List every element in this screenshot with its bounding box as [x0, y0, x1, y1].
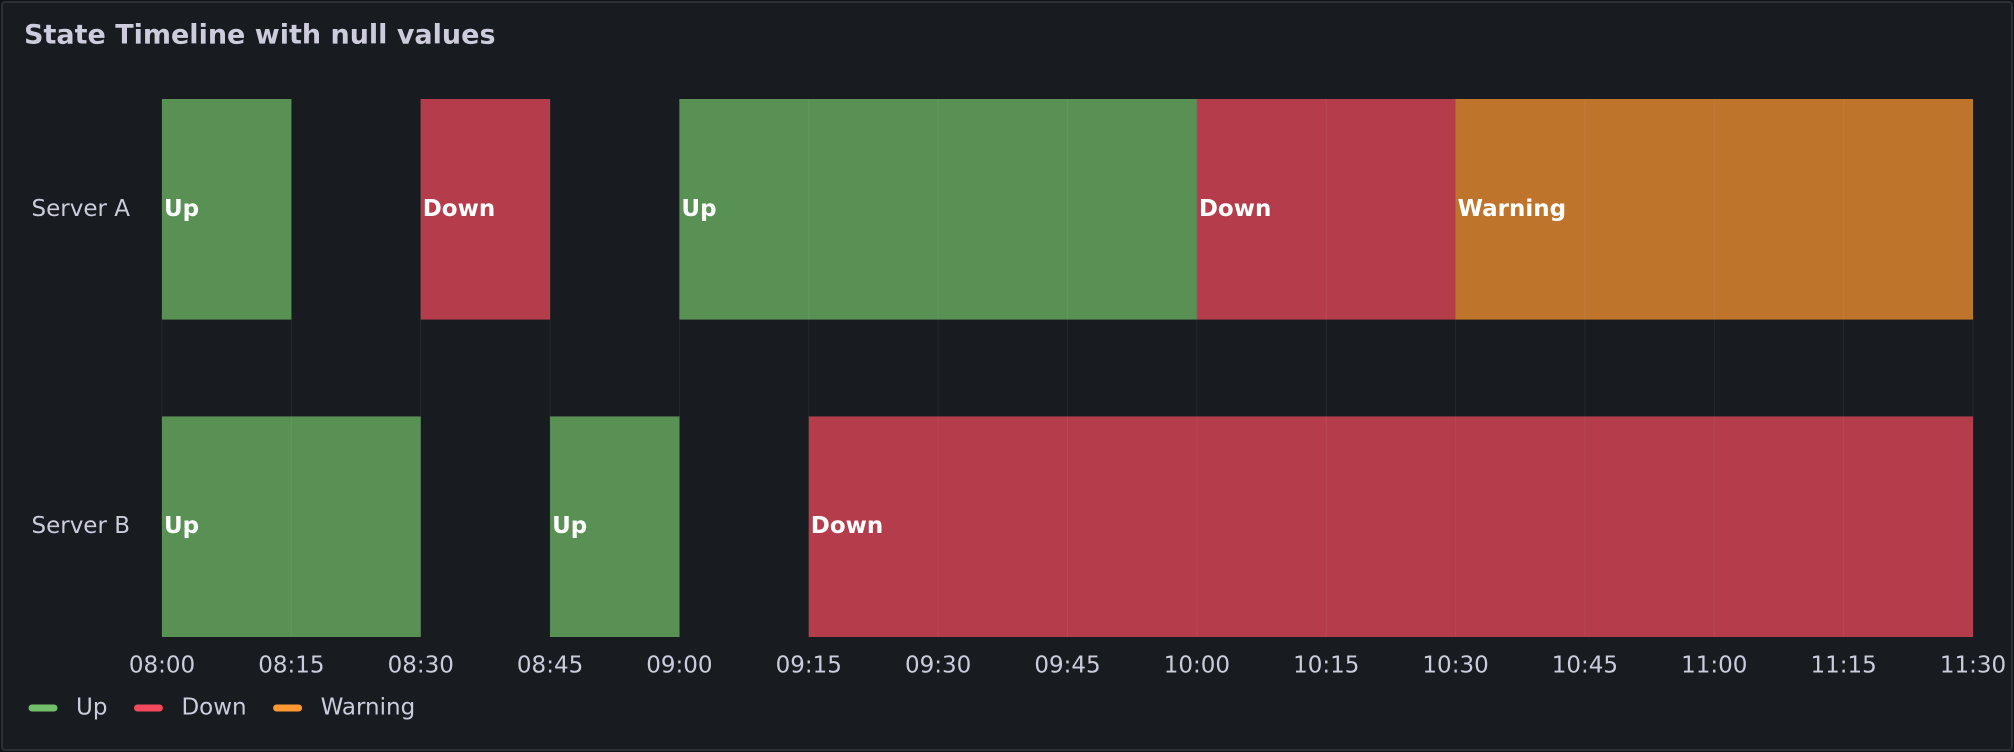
x-tick-label: 08:30 — [388, 653, 454, 679]
state-bar — [679, 99, 1197, 320]
state-bar — [1455, 99, 1973, 320]
state-label: Down — [1199, 196, 1272, 222]
state-label: Down — [811, 513, 884, 539]
state-label: Up — [552, 513, 587, 539]
state-label: Warning — [1458, 196, 1567, 222]
state-label: Up — [681, 196, 716, 222]
x-tick-label: 11:00 — [1681, 653, 1747, 679]
chart-title: State Timeline with null values — [24, 20, 496, 51]
legend-label: Warning — [321, 695, 416, 721]
row-label: Server A — [32, 196, 131, 222]
x-tick-label: 08:45 — [517, 653, 583, 679]
x-tick-label: 11:15 — [1810, 653, 1876, 679]
state-label: Up — [164, 196, 199, 222]
x-tick-label: 10:30 — [1422, 653, 1488, 679]
state-bar — [420, 99, 551, 320]
state-label: Down — [423, 196, 496, 222]
x-tick-label: 09:45 — [1034, 653, 1100, 679]
x-tick-label: 09:15 — [776, 653, 842, 679]
x-tick-label: 10:45 — [1552, 653, 1618, 679]
x-tick-label: 08:00 — [129, 653, 195, 679]
state-bar — [162, 416, 421, 637]
x-tick-label: 10:00 — [1164, 653, 1230, 679]
state-bar — [162, 99, 292, 320]
x-tick-label: 10:15 — [1293, 653, 1359, 679]
legend-label: Down — [181, 695, 246, 721]
state-label: Up — [164, 513, 199, 539]
x-tick-label: 11:30 — [1940, 653, 2006, 679]
legend-label: Up — [76, 695, 107, 721]
state-bar — [550, 416, 680, 637]
x-tick-label: 09:30 — [905, 653, 971, 679]
row-label: Server B — [31, 513, 130, 539]
x-tick-label: 09:00 — [646, 653, 712, 679]
state-bar — [1196, 99, 1456, 320]
state-bar — [808, 416, 1974, 637]
plot: Server A Up Down Up Down Warning Server B Up Up D… — [28, 99, 2006, 721]
x-tick-label: 08:15 — [258, 653, 324, 679]
